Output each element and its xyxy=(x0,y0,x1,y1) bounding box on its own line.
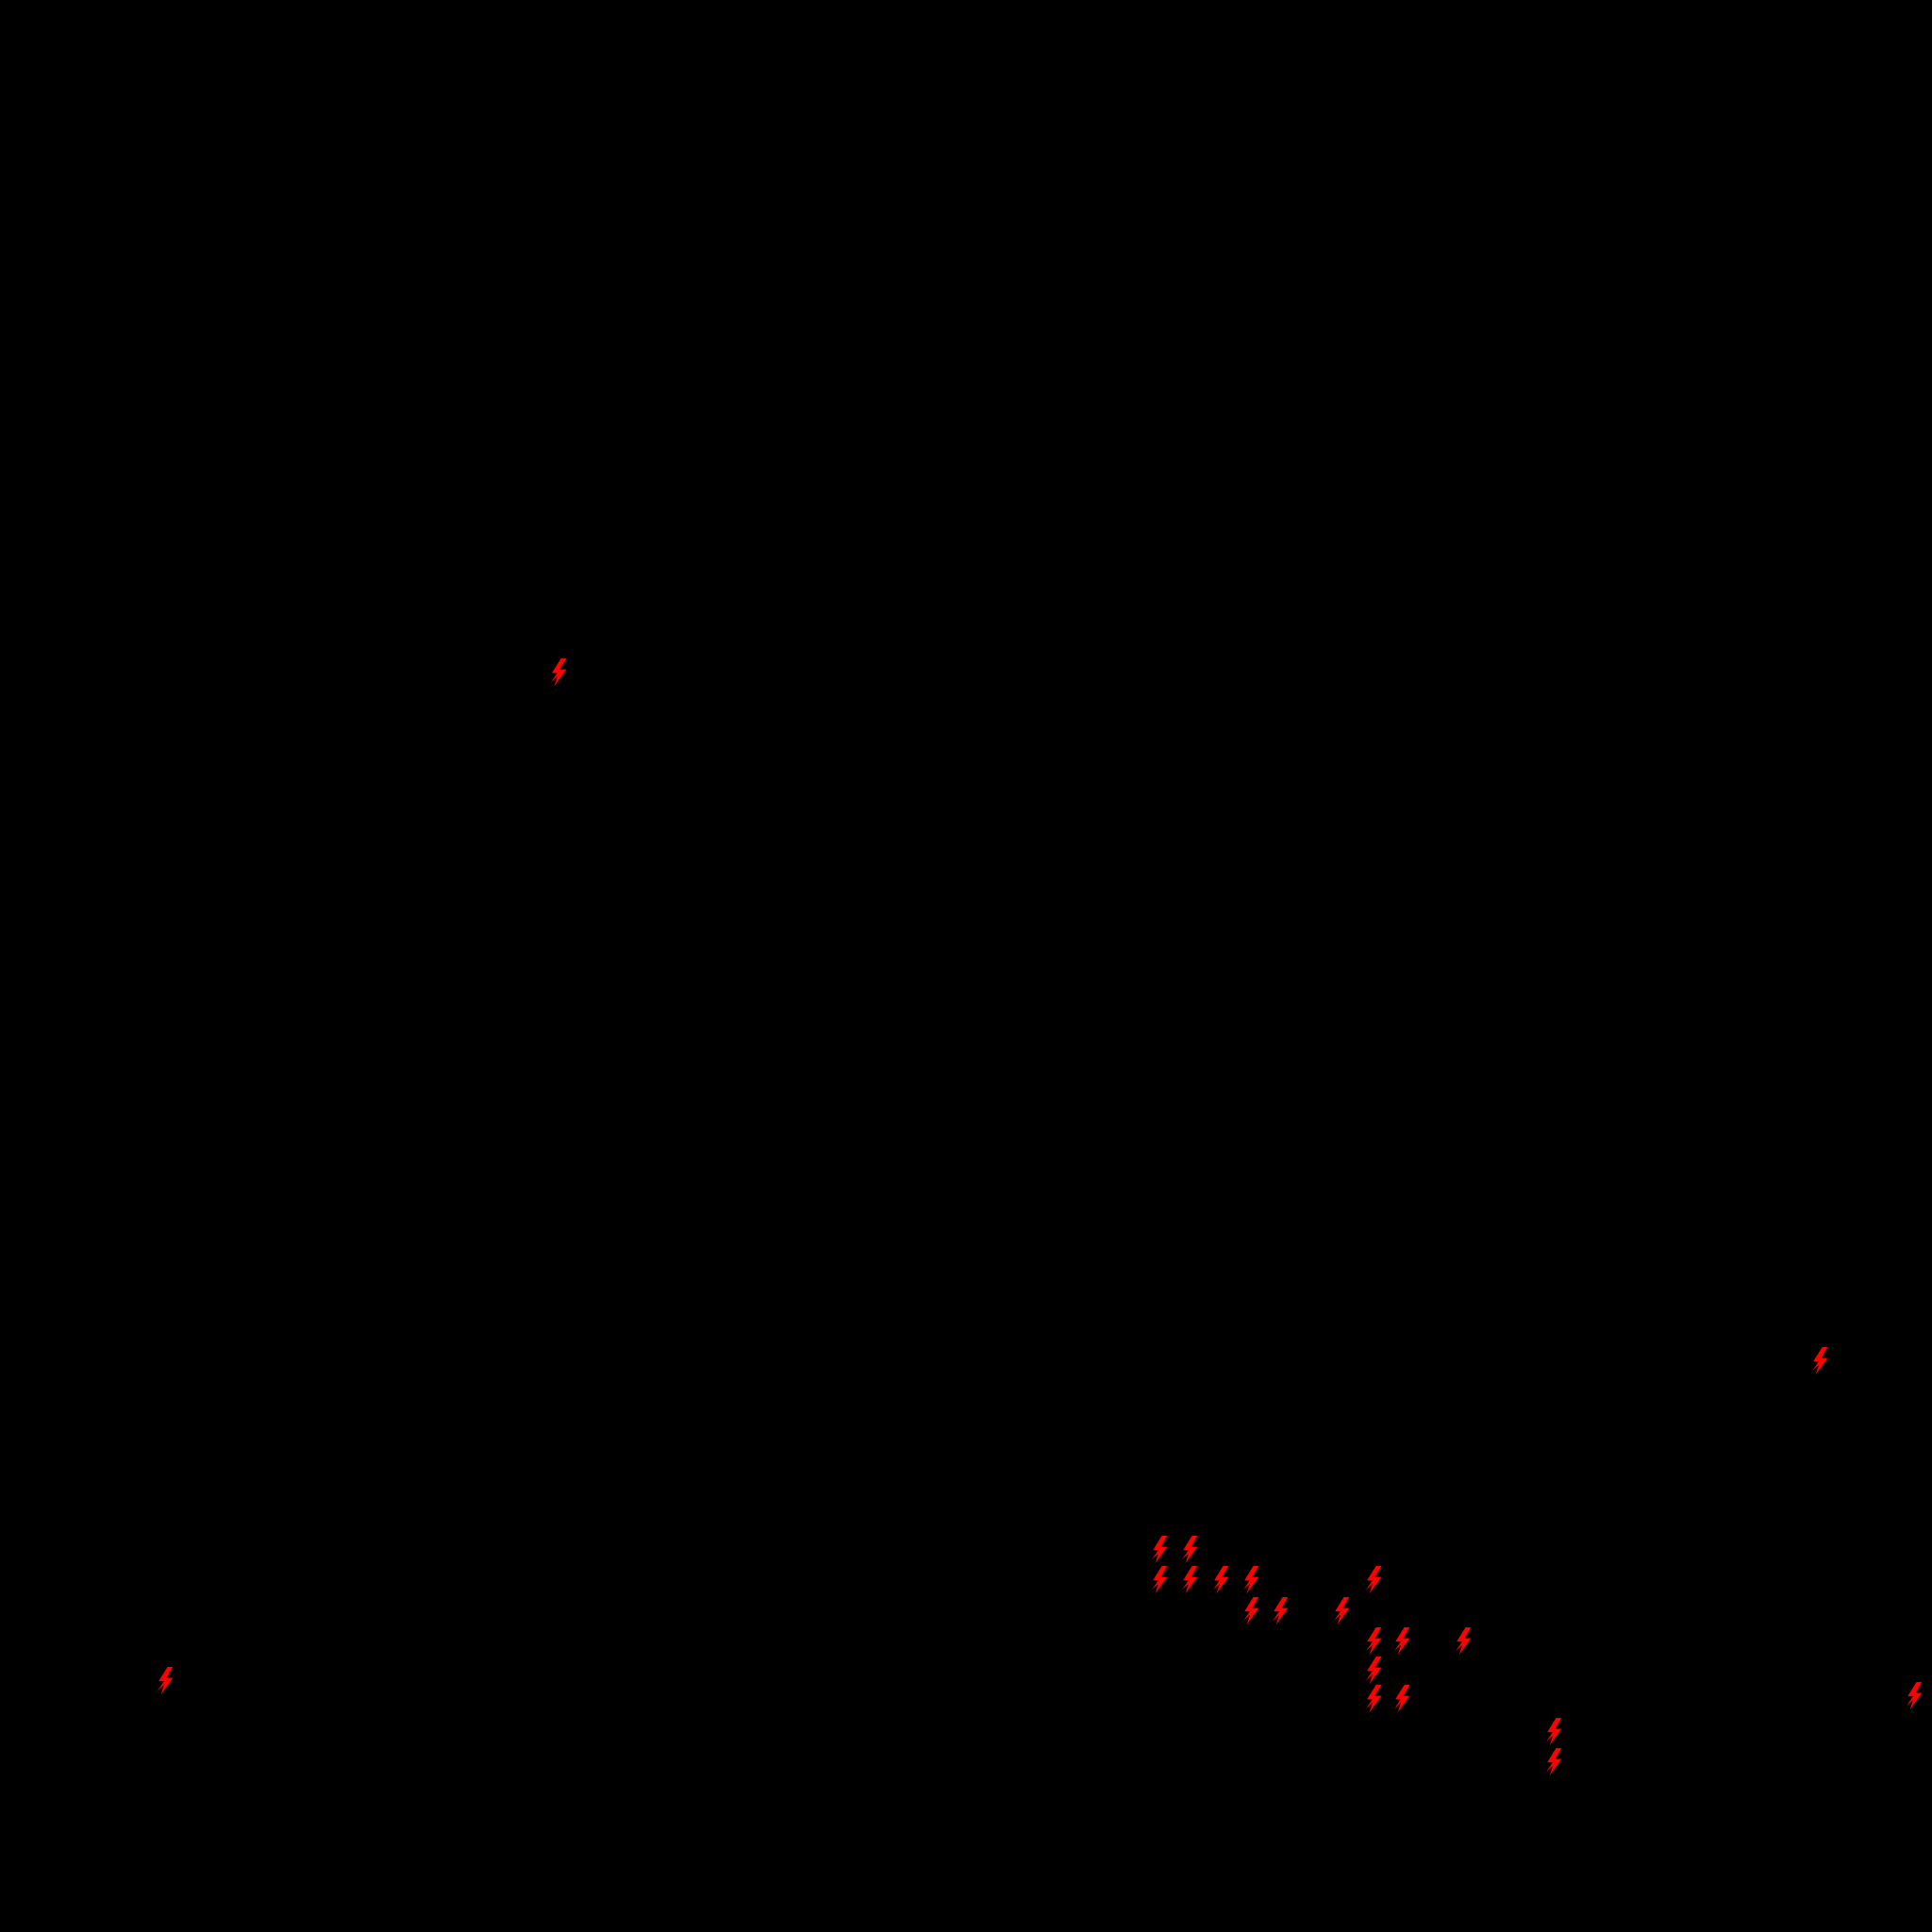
lightning-bolt-icon[interactable] xyxy=(1331,1597,1354,1629)
lightning-bolt-icon[interactable] xyxy=(1179,1566,1202,1598)
lightning-bolt-icon[interactable] xyxy=(1363,1657,1386,1689)
lightning-bolt-icon[interactable] xyxy=(1149,1536,1172,1568)
lightning-bolt-icon[interactable] xyxy=(1363,1685,1386,1717)
lightning-bolt-icon[interactable] xyxy=(1363,1627,1386,1659)
lightning-bolt-icon[interactable] xyxy=(1241,1597,1263,1629)
lightning-bolt-icon[interactable] xyxy=(1453,1627,1475,1659)
lightning-bolt-icon[interactable] xyxy=(1904,1682,1926,1714)
lightning-bolt-icon[interactable] xyxy=(1179,1536,1202,1568)
lightning-bolt-icon[interactable] xyxy=(1149,1566,1172,1598)
lightning-bolt-icon[interactable] xyxy=(1270,1597,1292,1629)
lightning-bolt-icon[interactable] xyxy=(1543,1718,1566,1750)
lightning-bolt-icon[interactable] xyxy=(1809,1347,1832,1379)
lightning-bolt-icon[interactable] xyxy=(1391,1685,1414,1717)
lightning-bolt-icon[interactable] xyxy=(1391,1627,1414,1659)
lightning-bolt-icon[interactable] xyxy=(548,658,571,691)
lightning-bolt-icon[interactable] xyxy=(1543,1748,1566,1780)
lightning-bolt-icon[interactable] xyxy=(1363,1566,1386,1598)
lightning-bolt-icon[interactable] xyxy=(1241,1566,1263,1598)
lightning-bolt-icon[interactable] xyxy=(1210,1566,1233,1598)
lightning-bolt-icon[interactable] xyxy=(155,1667,177,1699)
